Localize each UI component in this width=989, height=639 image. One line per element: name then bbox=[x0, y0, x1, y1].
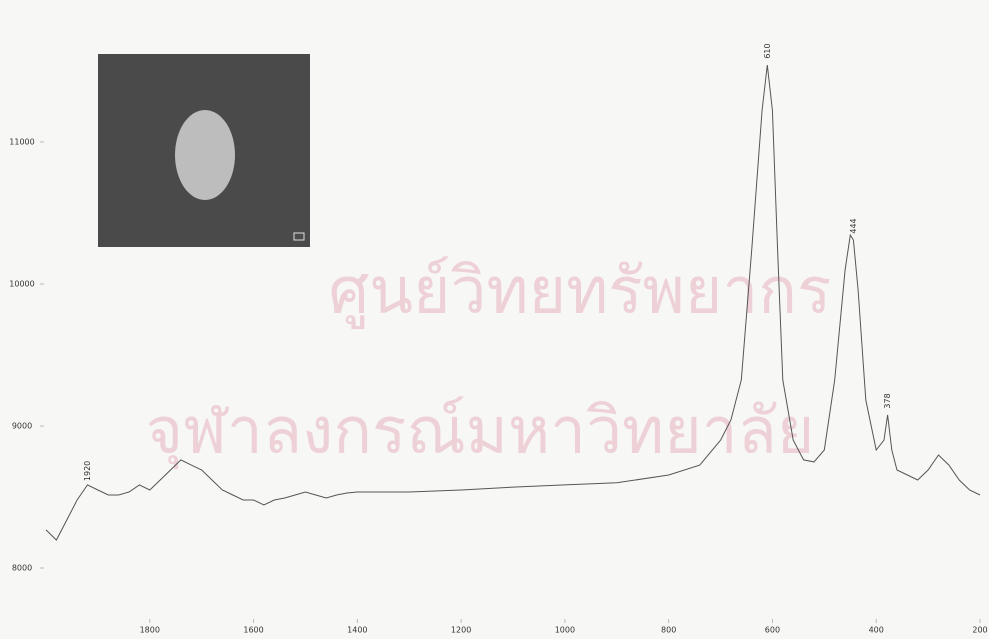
watermark: ศูนย์วิทยทรัพยากร bbox=[329, 255, 832, 330]
peak-label: 444 bbox=[849, 218, 858, 233]
x-tick-label: 800 bbox=[661, 626, 676, 635]
x-tick-label: 1800 bbox=[140, 626, 160, 635]
peak-label: 378 bbox=[883, 393, 892, 408]
x-tick-label: 1600 bbox=[243, 626, 263, 635]
y-tick-label: 8000 bbox=[12, 564, 32, 573]
y-tick-label: 9000 bbox=[12, 422, 32, 431]
y-tick-label: 10000 bbox=[9, 280, 34, 289]
x-tick-label: 200 bbox=[972, 626, 987, 635]
x-tick-label: 1000 bbox=[555, 626, 575, 635]
y-tick-label: 11000 bbox=[9, 138, 34, 147]
peak-label: 1920 bbox=[83, 461, 92, 481]
inset-photo-detail bbox=[175, 110, 235, 200]
x-tick-label: 1400 bbox=[347, 626, 367, 635]
x-tick-label: 1200 bbox=[451, 626, 471, 635]
watermark: จุฬาลงกรณ์มหาวิทยาลัย bbox=[146, 395, 815, 470]
peak-label: 610 bbox=[763, 43, 772, 58]
x-tick-label: 600 bbox=[765, 626, 780, 635]
x-tick-label: 400 bbox=[869, 626, 884, 635]
chart: ศูนย์วิทยทรัพยากร จุฬาลงกรณ์มหาวิทยาลัย … bbox=[0, 0, 989, 639]
